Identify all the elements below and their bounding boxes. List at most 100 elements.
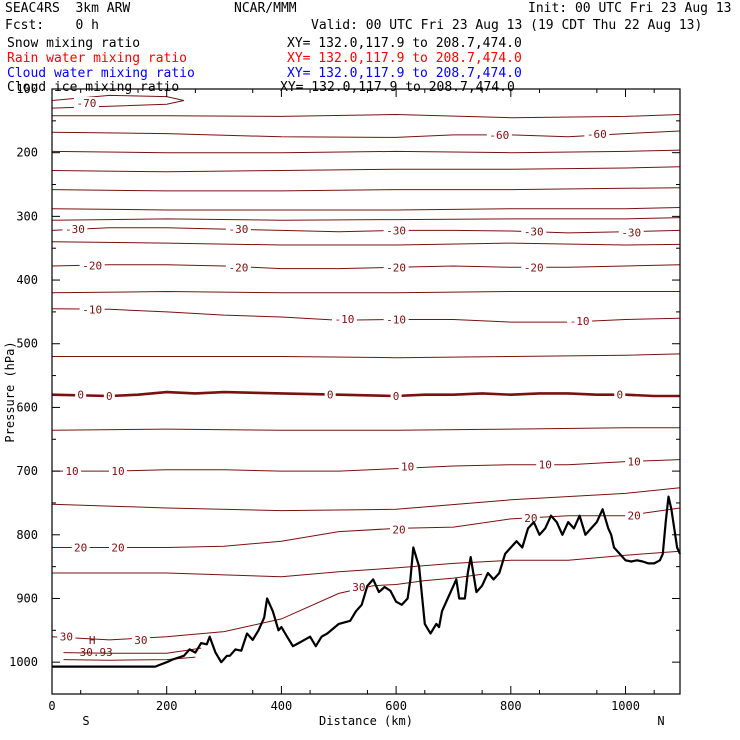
isotherm--35-7 bbox=[51, 217, 681, 221]
isotherm-label: -10 bbox=[570, 315, 590, 328]
y-tick-label: 500 bbox=[16, 337, 38, 351]
isotherm-label-bg bbox=[614, 388, 626, 401]
isotherm-label-bg bbox=[71, 541, 90, 554]
isotherm-label: -30 bbox=[621, 226, 641, 239]
legend-cloudice-label: Cloud ice mixing ratio bbox=[7, 80, 180, 95]
isotherm-label: 10 bbox=[627, 456, 640, 469]
isotherm-layer bbox=[51, 94, 681, 661]
isotherm-label-bg bbox=[103, 389, 115, 402]
max-value: 30.93 bbox=[80, 646, 113, 659]
isotherm--25-9 bbox=[51, 241, 681, 246]
isotherm-label: 10 bbox=[111, 465, 124, 478]
isotherm-label-bg bbox=[73, 97, 99, 110]
isotherm-15-17 bbox=[51, 487, 681, 512]
isotherm-label: 30 bbox=[352, 581, 365, 594]
isotherm-label: -20 bbox=[386, 261, 406, 274]
y-tick-label: 800 bbox=[16, 528, 38, 542]
isotherm--40-6 bbox=[51, 207, 681, 211]
isotherm-label-bg bbox=[625, 509, 644, 522]
isotherm-label: -10 bbox=[335, 313, 355, 326]
isotherm--30-8 bbox=[51, 227, 681, 234]
isotherm-20-18 bbox=[52, 507, 681, 548]
isotherm-label: 0 bbox=[393, 390, 400, 403]
y-tick-label: 400 bbox=[16, 273, 38, 287]
isotherm-label: 10 bbox=[539, 459, 552, 472]
isotherm-label-bg bbox=[62, 223, 88, 236]
isotherm-label-bg bbox=[521, 261, 547, 274]
x-tick-label: 200 bbox=[156, 699, 178, 713]
terrain-layer bbox=[52, 495, 682, 668]
legend-snow-label: Snow mixing ratio bbox=[7, 36, 141, 51]
isotherm-label-bg bbox=[618, 226, 644, 239]
org-label: NCAR/MMM bbox=[234, 1, 297, 16]
isotherm-label: -60 bbox=[587, 128, 607, 141]
y-tick-label: 200 bbox=[16, 146, 38, 160]
x-tick-label: 800 bbox=[500, 699, 522, 713]
isotherm-label-bg bbox=[57, 630, 76, 643]
isotherm-label: -20 bbox=[524, 261, 544, 274]
isotherm--20-10 bbox=[51, 264, 681, 270]
isotherm-label-bg bbox=[324, 388, 336, 401]
isotherm-label: 30 bbox=[60, 631, 73, 644]
max-marker: H bbox=[89, 634, 96, 647]
isotherm--70-0 bbox=[51, 94, 185, 109]
isotherm-label-bg bbox=[625, 455, 644, 468]
y-tick-label: 100 bbox=[16, 82, 38, 96]
isotherm-label-bg bbox=[398, 460, 417, 473]
isotherm--5-13 bbox=[52, 353, 681, 359]
isotherm-label-bg bbox=[383, 313, 409, 326]
legend-snow-xy: XY= 132.0,117.9 to 208.7,474.0 bbox=[287, 36, 522, 51]
isotherm-label-bg bbox=[390, 389, 402, 402]
isotherm-0-14 bbox=[51, 390, 680, 398]
legend-rain-xy: XY= 132.0,117.9 to 208.7,474.0 bbox=[287, 51, 522, 66]
isotherm-label-bg bbox=[584, 128, 610, 141]
isotherm-label: -30 bbox=[386, 224, 406, 237]
legend-cloudwater-xy: XY= 132.0,117.9 to 208.7,474.0 bbox=[287, 66, 522, 81]
isotherm-label-bg bbox=[536, 458, 555, 471]
y-tick-label: 600 bbox=[16, 400, 38, 414]
y-tick-label: 700 bbox=[16, 464, 38, 478]
isotherm-label: -10 bbox=[386, 314, 406, 327]
isotherm-30-20 bbox=[51, 573, 483, 641]
isotherm--50-4 bbox=[51, 166, 681, 173]
isotherm-25-19 bbox=[52, 550, 681, 578]
isotherm-label: -30 bbox=[228, 223, 248, 236]
x-axis: 0 200 400 600 800 1000 bbox=[48, 89, 655, 713]
y-axis-label: Pressure (hPa) bbox=[3, 341, 17, 442]
init-time: Init: 00 UTC Fri 23 Aug 13 bbox=[528, 1, 732, 16]
isotherm-label-bg bbox=[383, 224, 409, 237]
isotherm-label-bg bbox=[108, 541, 127, 554]
isotherm-label: -30 bbox=[524, 226, 544, 239]
isotherm-10-16 bbox=[52, 459, 681, 472]
terrain-line bbox=[52, 495, 682, 668]
y-tick-label: 300 bbox=[16, 209, 38, 223]
isotherm-label-bg bbox=[75, 388, 87, 401]
isotherm-label: 20 bbox=[627, 510, 640, 523]
isotherm-label: 30 bbox=[134, 634, 147, 647]
isotherm-label-bg bbox=[567, 314, 593, 327]
north-end-label: N bbox=[657, 714, 664, 728]
isotherm--65-1 bbox=[52, 113, 681, 119]
isotherm-35-22 bbox=[63, 656, 196, 661]
isotherm-label: -30 bbox=[65, 223, 85, 236]
isotherm-label: 0 bbox=[327, 389, 334, 402]
isotherm-label-bg bbox=[521, 225, 547, 238]
isotherm-label: 10 bbox=[401, 461, 414, 474]
isotherm-label-bg bbox=[108, 465, 127, 478]
y-tick-label: 900 bbox=[16, 591, 38, 605]
isotherm-label-bg bbox=[79, 259, 105, 272]
model-title: SEAC4RS 3km ARW bbox=[5, 1, 131, 16]
isotherm-label: 10 bbox=[65, 465, 78, 478]
x-tick-label: 0 bbox=[48, 699, 55, 713]
isotherm-label: -70 bbox=[76, 97, 96, 110]
x-axis-label: Distance (km) bbox=[319, 714, 413, 728]
isotherm-label-bg bbox=[521, 512, 540, 525]
legend-cloudice-xy: XY= 132.0,117.9 to 208.7,474.0 bbox=[280, 80, 515, 95]
x-tick-label: 600 bbox=[385, 699, 407, 713]
south-end-label: S bbox=[82, 714, 89, 728]
isotherm-label-bg bbox=[79, 303, 105, 316]
isotherm-5-15 bbox=[51, 427, 680, 431]
isotherm-label-bg bbox=[63, 465, 82, 478]
y-tick-label: 1000 bbox=[9, 655, 38, 669]
